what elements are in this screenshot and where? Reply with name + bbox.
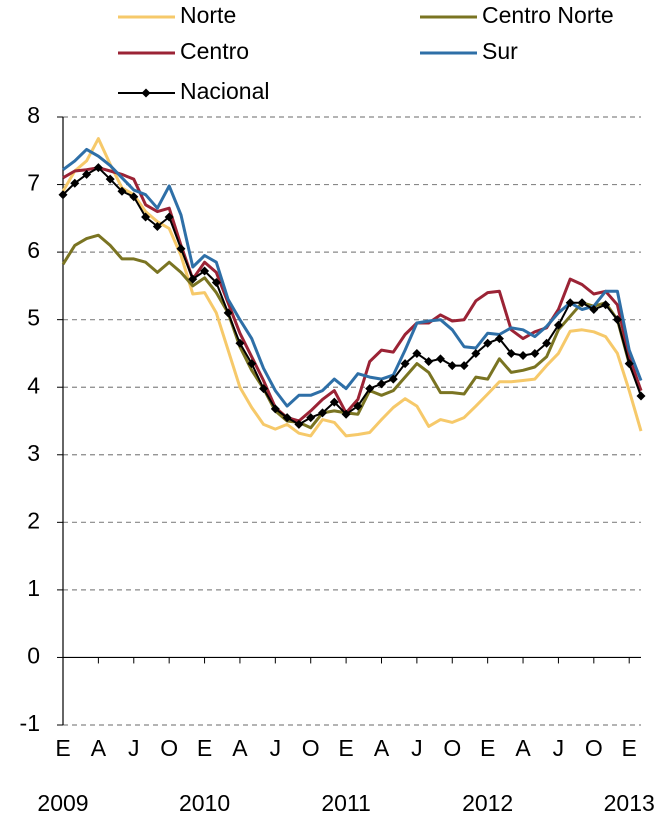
data-marker xyxy=(565,298,575,308)
y-tick-label: 0 xyxy=(27,643,40,669)
x-tick-label: A xyxy=(515,735,531,761)
legend-marker xyxy=(141,88,151,98)
x-tick-label: J xyxy=(270,735,282,761)
data-marker xyxy=(247,359,257,369)
data-marker xyxy=(176,244,186,254)
data-marker xyxy=(164,212,174,222)
x-tick-label: A xyxy=(374,735,390,761)
y-tick-label: 8 xyxy=(27,102,40,128)
data-marker xyxy=(412,348,422,358)
series-line xyxy=(61,233,643,430)
data-marker xyxy=(589,305,599,315)
x-tick-label: E xyxy=(480,735,495,761)
data-marker xyxy=(235,338,245,348)
data-marker xyxy=(353,401,363,411)
data-marker xyxy=(105,174,115,184)
legend-label: Centro xyxy=(180,38,249,64)
legend-label: Norte xyxy=(180,2,236,28)
year-label: 2010 xyxy=(179,790,230,816)
data-marker xyxy=(141,212,151,222)
data-marker xyxy=(306,413,316,423)
x-tick-label: J xyxy=(128,735,140,761)
y-tick-label: 2 xyxy=(27,507,40,533)
y-tick-label: 5 xyxy=(27,305,40,331)
x-tick-label: J xyxy=(553,735,565,761)
x-tick-label: O xyxy=(302,735,320,761)
data-marker xyxy=(58,190,68,200)
y-tick-label: 6 xyxy=(27,237,40,263)
data-marker xyxy=(270,404,280,414)
x-tick-label: O xyxy=(443,735,461,761)
data-marker xyxy=(518,350,528,360)
series-line xyxy=(61,137,643,438)
data-marker xyxy=(388,374,398,384)
y-tick-label: 1 xyxy=(27,575,40,601)
data-marker xyxy=(129,192,139,202)
data-marker xyxy=(211,278,221,288)
x-tick-label: E xyxy=(55,735,70,761)
data-marker xyxy=(318,408,328,418)
x-tick-label: O xyxy=(585,735,603,761)
data-marker xyxy=(223,308,233,318)
x-tick-label: O xyxy=(160,735,178,761)
x-tick-label: E xyxy=(197,735,212,761)
y-tick-label: 3 xyxy=(27,440,40,466)
y-tick-label: 4 xyxy=(27,372,40,398)
data-marker xyxy=(601,300,611,310)
data-marker xyxy=(400,359,410,369)
data-marker xyxy=(483,338,493,348)
data-marker xyxy=(82,169,92,179)
x-tick-label: A xyxy=(91,735,107,761)
data-marker xyxy=(152,221,162,231)
data-marker xyxy=(530,348,540,358)
data-marker xyxy=(200,266,210,276)
data-marker xyxy=(259,384,269,394)
legend-label: Sur xyxy=(482,38,518,64)
data-marker xyxy=(471,348,481,358)
data-marker xyxy=(70,178,80,188)
data-marker xyxy=(282,413,292,423)
x-tick-label: J xyxy=(411,735,423,761)
x-tick-label: E xyxy=(338,735,353,761)
data-marker xyxy=(376,379,386,389)
data-marker xyxy=(117,186,127,196)
legend-label: Centro Norte xyxy=(482,2,614,28)
data-marker xyxy=(341,409,351,419)
year-label: 2012 xyxy=(462,790,513,816)
data-marker xyxy=(447,361,457,371)
y-tick-label: -1 xyxy=(20,710,40,736)
data-marker xyxy=(329,397,339,407)
data-marker xyxy=(294,419,304,429)
x-tick-label: A xyxy=(232,735,248,761)
data-marker xyxy=(553,320,563,330)
legend-label: Nacional xyxy=(180,78,270,104)
data-marker xyxy=(188,274,198,284)
data-marker xyxy=(542,338,552,348)
data-marker xyxy=(459,361,469,371)
data-marker xyxy=(506,348,516,358)
data-marker xyxy=(494,334,504,344)
year-label: 2011 xyxy=(321,790,370,816)
year-label: 2009 xyxy=(37,790,88,816)
data-marker xyxy=(365,384,375,394)
data-marker xyxy=(424,357,434,367)
data-marker xyxy=(636,391,646,401)
data-marker xyxy=(93,163,103,173)
data-marker xyxy=(435,354,445,364)
data-marker xyxy=(577,298,587,308)
x-tick-label: E xyxy=(622,735,637,761)
year-label: 2013 xyxy=(604,790,655,816)
y-tick-label: 7 xyxy=(27,170,40,196)
data-marker xyxy=(612,315,622,325)
data-marker xyxy=(624,359,634,369)
series-line xyxy=(62,147,643,408)
